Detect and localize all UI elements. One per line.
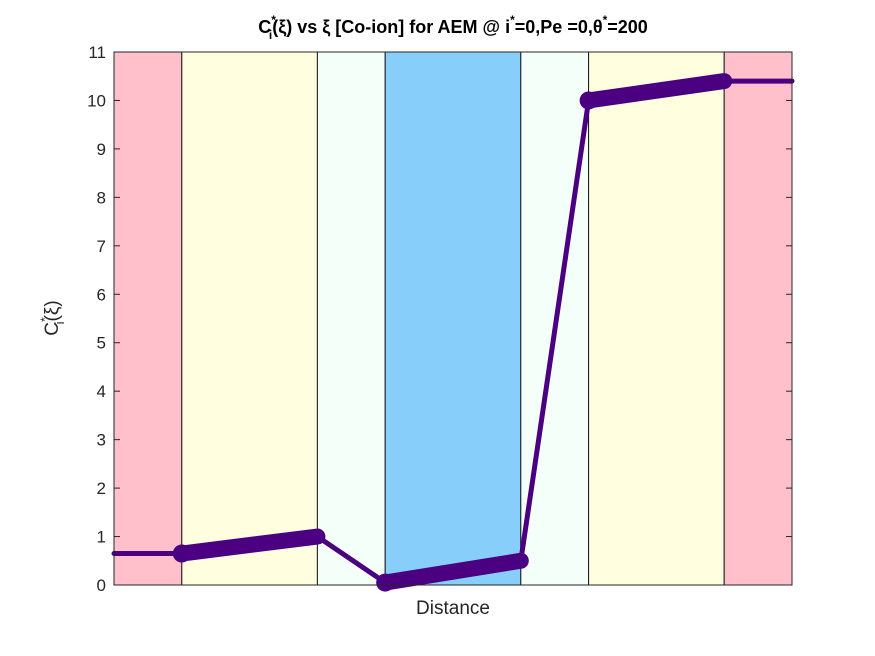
region-band-4	[384, 51, 522, 586]
chart-title: C* i(ξ) vs ξ [Co-ion] for AEM @ i*=0,Pe =…	[258, 13, 648, 42]
y-tick-label-11: 11	[88, 43, 106, 62]
x-axis-label: Distance	[416, 598, 490, 619]
series-segment-5	[518, 97, 592, 564]
y-tick-label-8: 8	[97, 188, 106, 207]
plot-box	[113, 51, 793, 586]
series-segment-4	[377, 552, 529, 591]
y-tick-label-6: 6	[97, 285, 106, 304]
y-tick-label-0: 0	[97, 576, 106, 595]
series-segment-6	[580, 73, 733, 109]
series-lines	[111, 73, 795, 592]
y-tick-label-5: 5	[97, 334, 106, 353]
y-tick-label-9: 9	[97, 140, 106, 159]
region-band-2	[181, 51, 318, 586]
series-segment-3	[314, 534, 388, 586]
y-tick-label-7: 7	[97, 237, 106, 256]
y-tick-label-4: 4	[97, 382, 106, 401]
region-band-6	[588, 51, 725, 586]
y-tick-label-10: 10	[87, 91, 106, 110]
series-segment-2	[173, 528, 326, 562]
y-tick-label-3: 3	[97, 431, 106, 450]
y-axis-label: C*i(ξ)	[38, 300, 67, 335]
segment-start-point-4	[376, 573, 395, 592]
segment-start-point-6	[579, 91, 598, 110]
region-band-3	[316, 51, 386, 586]
segment-start-point-2	[172, 544, 191, 563]
region-band-1	[113, 51, 183, 586]
y-tick-label-1: 1	[97, 528, 106, 547]
y-ticks: 0 1 2 3 4 5 6 7 8 9 10 11	[87, 43, 792, 595]
region-bands	[113, 51, 793, 586]
region-band-7	[723, 51, 793, 586]
y-tick-label-2: 2	[97, 479, 106, 498]
